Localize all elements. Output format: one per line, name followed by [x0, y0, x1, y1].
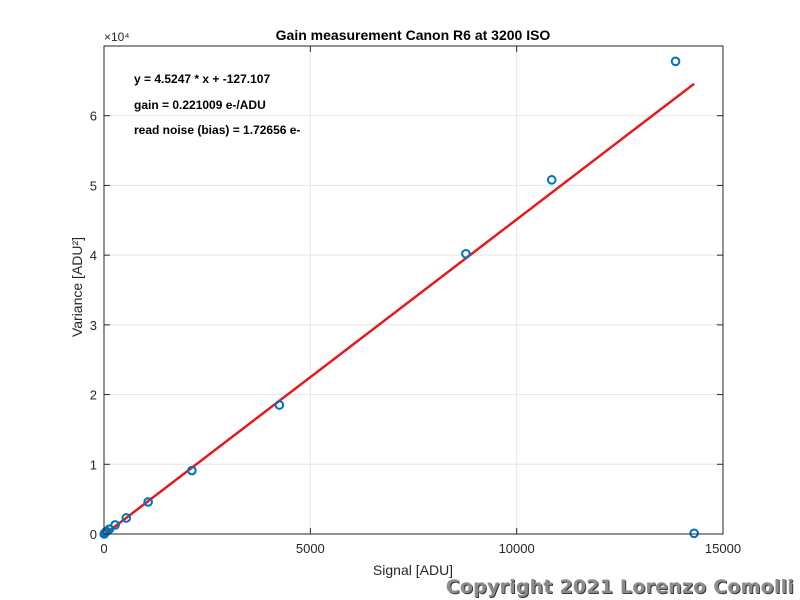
- copyright-watermark: Copyright 2021 Lorenzo Comolli: [445, 576, 794, 598]
- data-point: [121, 513, 132, 523]
- y-tick-label: 3: [90, 318, 97, 333]
- y-tick-label: 2: [90, 388, 97, 403]
- data-point: [187, 465, 197, 476]
- data-points: [99, 56, 699, 539]
- data-point: [110, 520, 120, 530]
- y-tick-label: 1: [90, 457, 97, 472]
- data-point: [274, 400, 285, 410]
- x-axis-label: Signal [ADU]: [373, 562, 453, 578]
- annotation-fit-equation: y = 4.5247 * x + -127.107: [134, 72, 270, 86]
- y-tick-label: 5: [90, 178, 97, 193]
- y-exponent-label: ×10⁴: [104, 30, 130, 44]
- annotation-read-noise: read noise (bias) = 1.72656 e-: [134, 123, 300, 137]
- fit-line: [103, 82, 695, 536]
- annotation-gain: gain = 0.221009 e-/ADU: [134, 98, 266, 112]
- y-tick-label: 6: [90, 109, 97, 124]
- x-tick-label: 15000: [705, 541, 741, 556]
- chart-title: Gain measurement Canon R6 at 3200 ISO: [276, 27, 551, 43]
- x-tick-label: 0: [100, 541, 107, 556]
- data-point: [143, 497, 153, 507]
- x-tick-label: 10000: [499, 541, 535, 556]
- plot-frame: [103, 45, 724, 535]
- y-tick-label: 4: [90, 248, 97, 263]
- fit-line-group: [103, 82, 695, 536]
- x-tick-label: 5000: [296, 541, 325, 556]
- plot-area: [104, 46, 723, 534]
- y-axis-label: Variance [ADU²]: [69, 237, 85, 337]
- data-point: [670, 56, 681, 67]
- data-point: [546, 175, 557, 185]
- data-point: [689, 528, 699, 539]
- data-point: [461, 248, 471, 259]
- y-tick-label: 0: [90, 527, 97, 542]
